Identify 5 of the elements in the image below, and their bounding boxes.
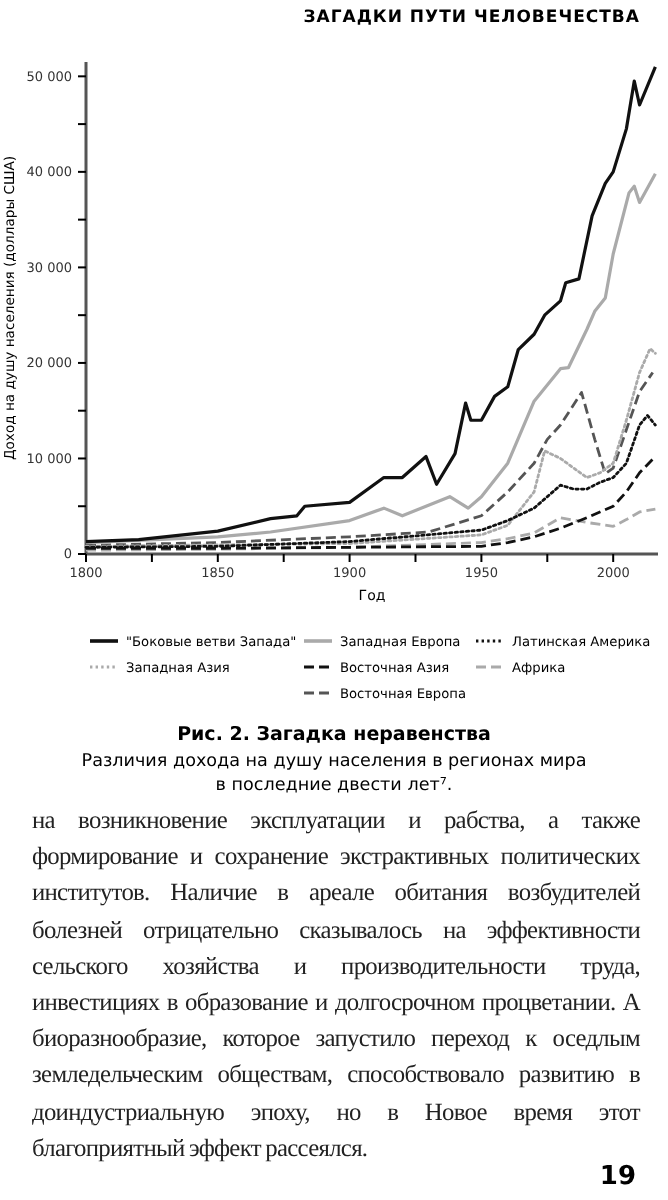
text: Различия дохода на душу населения в регионах мира в последние двести лет⁷. — [81, 752, 587, 796]
text: на возникновение эксплуатации и рабства, а также формирование и сохранение экстрактивных политических институтов. Наличие в ареале обитания возбудителей болезней отрицательно сказывалось на эффективности сельского хозяйства и производительности труда, инвестициях в образование и долгосрочном процветании. А биоразнообразие, которое запустило переход к оседлым земледельческим обществам, способствовало развитию в доиндустриальную эпоху, но в Новое время этот благоприятный эффект рассеялся. — [32, 806, 640, 1162]
text: Рис. 2. Загадка неравенства — [177, 724, 491, 746]
text: 19 — [599, 1162, 636, 1192]
text: ЗАГАДКИ ПУТИ ЧЕЛОВЕЧЕСТВА — [303, 8, 640, 28]
